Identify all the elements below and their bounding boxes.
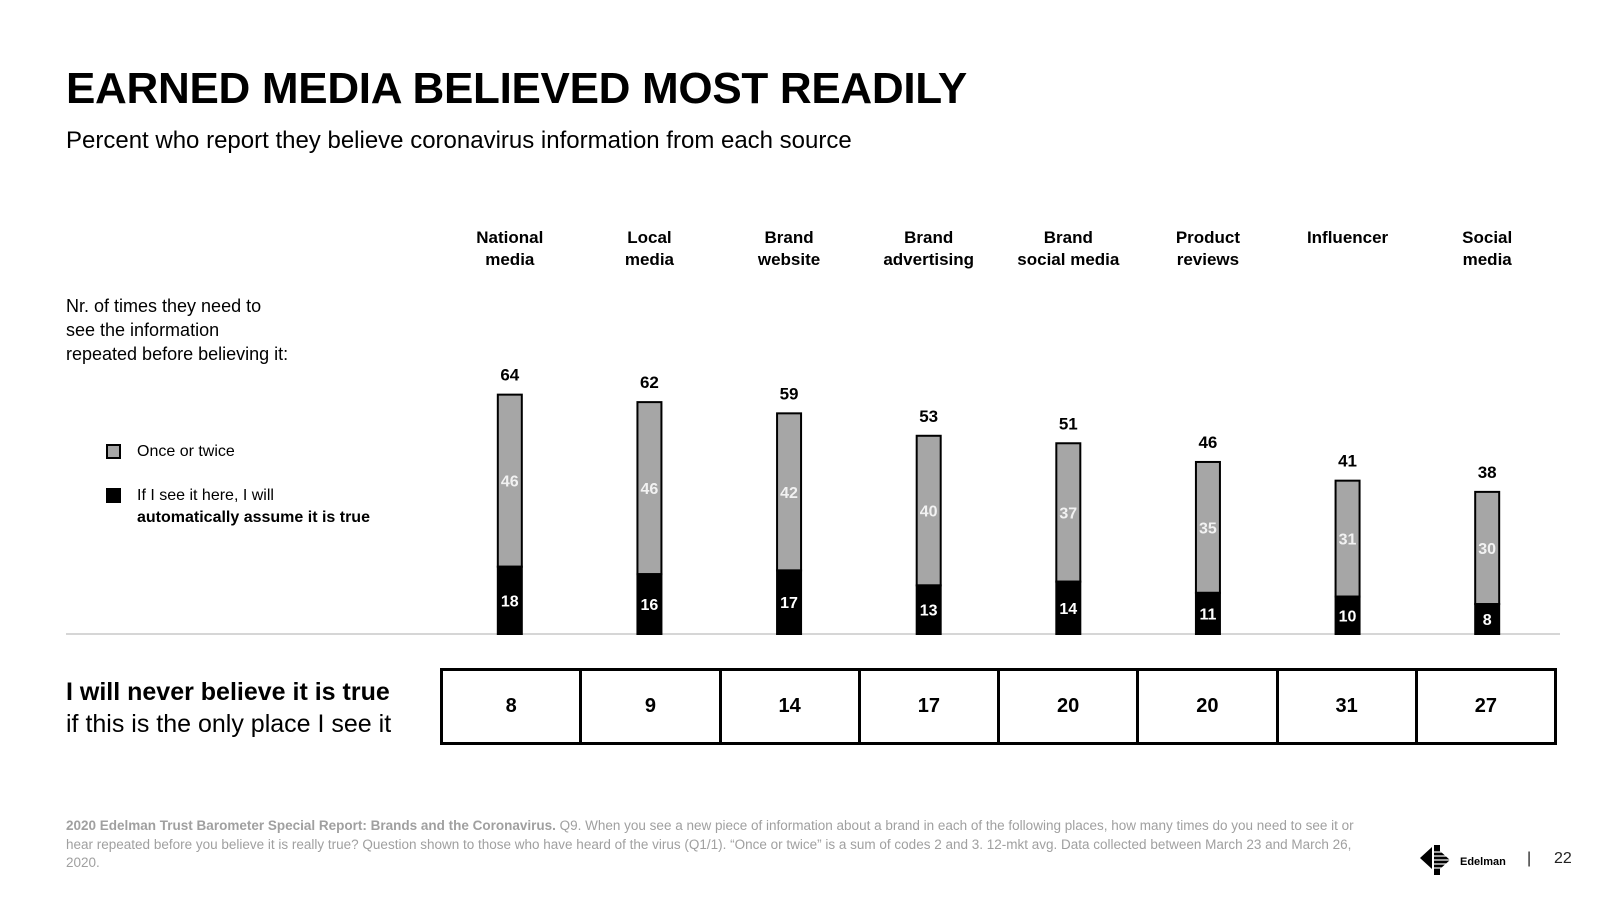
bar-segment-once bbox=[496, 393, 523, 568]
category-label: Influencer bbox=[1307, 228, 1389, 247]
stacked-bar-chart: National media 46 18 64 Local media 46 16 62 Brand… bbox=[66, 228, 1560, 636]
page-subtitle: Percent who report they believe coronavi… bbox=[66, 127, 852, 154]
category-label: Product bbox=[1176, 228, 1241, 247]
bar-segment-once bbox=[1194, 460, 1221, 594]
never-believe-cell: 8 bbox=[443, 671, 583, 742]
category-label: advertising bbox=[883, 250, 974, 269]
bar-segment-once bbox=[636, 401, 663, 576]
data-label-once: 40 bbox=[920, 504, 938, 521]
category-label: media bbox=[485, 250, 535, 269]
never-believe-cell: 31 bbox=[1279, 671, 1418, 742]
data-label-total: 38 bbox=[1478, 463, 1497, 482]
never-believe-cell: 9 bbox=[582, 671, 722, 742]
bar-segment-auto bbox=[1194, 591, 1221, 635]
category-label: media bbox=[1463, 250, 1513, 269]
bar-segment-once bbox=[915, 434, 942, 587]
category-label: Brand bbox=[904, 228, 953, 247]
data-label-total: 64 bbox=[500, 366, 519, 385]
category-label: media bbox=[625, 250, 675, 269]
category-label: social media bbox=[1017, 250, 1120, 269]
edelman-logo-icon bbox=[1420, 845, 1450, 875]
data-label-once: 31 bbox=[1339, 532, 1357, 549]
chart-note: Nr. of times they need to see the inform… bbox=[66, 294, 366, 366]
bar-segment-auto bbox=[1055, 580, 1082, 636]
never-believe-cell: 27 bbox=[1474, 695, 1497, 717]
category-label: reviews bbox=[1177, 250, 1239, 269]
data-label-total: 41 bbox=[1338, 452, 1357, 471]
page-separator: | bbox=[1527, 850, 1532, 867]
never-believe-line2: if this is the only place I see it bbox=[66, 710, 392, 738]
chart-note-line: Nr. of times they need to bbox=[66, 296, 262, 316]
category-label: website bbox=[757, 250, 820, 269]
legend-label-once: Once or twice bbox=[137, 443, 235, 460]
bar-segment-once bbox=[1474, 490, 1501, 606]
data-label-total: 51 bbox=[1059, 414, 1078, 433]
bar-segment-auto bbox=[776, 569, 803, 635]
never-believe-label: I will never believe it is true if this … bbox=[66, 676, 426, 740]
data-label-auto: 17 bbox=[780, 595, 798, 612]
data-label-auto: 10 bbox=[1339, 608, 1357, 625]
bar-segment-auto bbox=[1334, 595, 1361, 635]
legend-label-auto: If I see it here, I will automatically a… bbox=[137, 485, 370, 529]
data-label-total: 59 bbox=[780, 384, 799, 403]
data-label-once: 42 bbox=[780, 485, 798, 502]
category-label: Brand bbox=[1044, 228, 1093, 247]
data-label-once: 46 bbox=[641, 481, 659, 498]
data-label-once: 46 bbox=[501, 474, 519, 491]
footnote-text: Q9. When you see a new piece of informat… bbox=[66, 818, 1354, 870]
never-believe-line1: I will never believe it is true bbox=[66, 678, 390, 706]
bar-segment-auto bbox=[915, 584, 942, 636]
page-title: EARNED MEDIA BELIEVED MOST READILY bbox=[66, 64, 967, 113]
chart-note-line: repeated before believing it: bbox=[66, 344, 289, 364]
page-number: 22 bbox=[1554, 850, 1572, 867]
bar-segment-auto bbox=[496, 565, 523, 635]
data-label-auto: 13 bbox=[920, 603, 938, 620]
brand-mark: Edelman bbox=[1420, 843, 1506, 877]
data-label-once: 35 bbox=[1199, 520, 1217, 537]
footnote-source: 2020 Edelman Trust Barometer Special Rep… bbox=[66, 818, 556, 833]
legend-label-auto-line2: automatically assume it is true bbox=[137, 509, 370, 526]
data-label-total: 53 bbox=[919, 407, 938, 426]
category-label: Social bbox=[1462, 228, 1512, 247]
bar-segment-once bbox=[1055, 442, 1082, 583]
data-label-total: 46 bbox=[1198, 433, 1217, 452]
legend-swatch-gray bbox=[106, 444, 121, 459]
category-label: Brand bbox=[765, 228, 814, 247]
category-label: National bbox=[476, 228, 543, 247]
chart-note-line: see the information bbox=[66, 320, 220, 340]
data-label-once: 30 bbox=[1478, 541, 1496, 558]
never-believe-cell: 17 bbox=[861, 671, 1000, 742]
data-label-auto: 18 bbox=[501, 593, 519, 610]
legend-swatch-black bbox=[106, 488, 121, 503]
data-label-auto: 14 bbox=[1059, 601, 1077, 618]
never-believe-cell: 20 bbox=[1000, 671, 1140, 742]
data-label-auto: 11 bbox=[1199, 606, 1216, 623]
footnote: 2020 Edelman Trust Barometer Special Rep… bbox=[66, 817, 1356, 873]
brand-name: Edelman bbox=[1460, 856, 1506, 868]
legend-item-once: Once or twice bbox=[106, 441, 235, 463]
bar-segment-auto bbox=[1474, 603, 1501, 636]
never-believe-table: 8 9 14 17 20 20 31 27 bbox=[440, 668, 1557, 745]
bar-segment-auto bbox=[636, 573, 663, 635]
legend-label-auto-line1: If I see it here, I will bbox=[137, 487, 274, 504]
legend-item-auto: If I see it here, I will automatically a… bbox=[106, 485, 370, 529]
category-label: Local bbox=[627, 228, 671, 247]
data-label-once: 37 bbox=[1059, 505, 1077, 522]
never-believe-cell: 14 bbox=[722, 671, 861, 742]
data-label-auto: 16 bbox=[641, 597, 659, 614]
data-label-auto: 8 bbox=[1483, 612, 1492, 629]
never-believe-cell: 20 bbox=[1139, 671, 1279, 742]
data-label-total: 62 bbox=[640, 373, 659, 392]
